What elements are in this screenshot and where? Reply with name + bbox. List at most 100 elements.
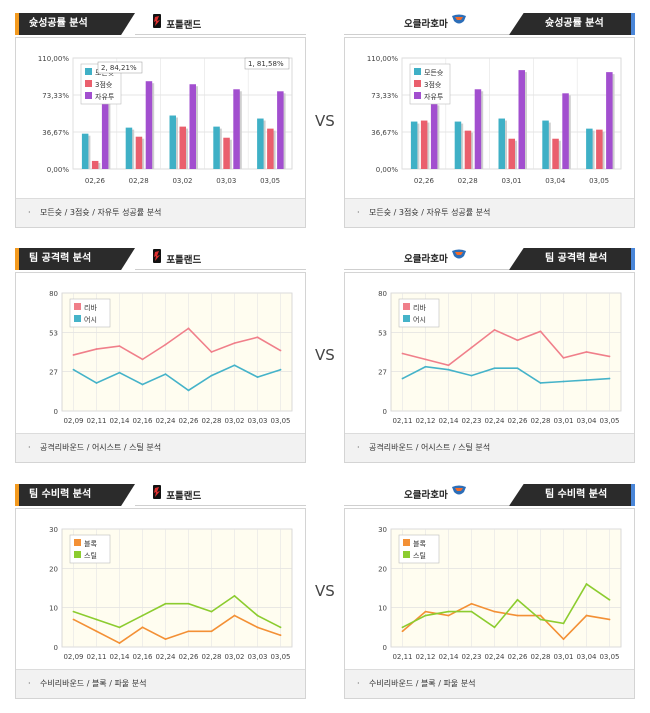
shooting-chart-portland: 0,00% 36,67% 73,33% 110,00% 02,26 02,28 03,02 0…	[38, 55, 293, 185]
legend-label: 스틸	[84, 552, 97, 560]
panel-footer: · 공격리바운드 / 어시스트 / 스틸 분석	[345, 433, 634, 462]
line-point	[72, 354, 75, 356]
line-point	[233, 364, 236, 367]
x-tick-label: 02,14	[109, 653, 130, 661]
series-line	[402, 582, 610, 629]
legend-label: 모든슛	[424, 69, 444, 77]
x-tick-label: 02,26	[414, 177, 435, 185]
legend-swatch	[414, 80, 421, 87]
bar	[267, 128, 274, 169]
legend-label: 리바	[413, 303, 426, 312]
accent-bar	[631, 248, 635, 270]
x-tick-label: 02,14	[438, 653, 459, 661]
line-point	[118, 642, 121, 644]
x-tick-label: 02,26	[178, 417, 199, 425]
defense-panel-okc: 오클라호마 팀 수비력 분석 0 10 20 30 02,11 02,12 02,14 02,…	[344, 484, 635, 699]
footer-text: 수비리바운드 / 블록 / 파울 분석	[40, 679, 147, 688]
line-point	[424, 614, 427, 617]
header-rule	[344, 505, 509, 506]
bullet-dot: ·	[28, 443, 31, 452]
line-point	[470, 346, 473, 349]
chart-box: 0 27 53 80 02,09 02,11 02,14 02,16 02,24 02,26 02,…	[15, 272, 306, 463]
defense-panel-portland: 팀 수비력 분석 포틀랜드 0 10 20 30 02,09 02,11 02,14 02,1…	[15, 484, 306, 699]
line-point	[585, 351, 588, 353]
bar	[474, 89, 482, 169]
x-tick-label: 02,26	[85, 177, 106, 185]
series-line	[73, 614, 281, 644]
bar	[213, 126, 220, 169]
line-point	[187, 602, 190, 605]
x-tick-label: 03,05	[270, 653, 290, 661]
legend-swatch	[414, 92, 421, 99]
legend-swatch	[74, 539, 81, 546]
line-point	[279, 634, 282, 637]
team-label: 오클라호마	[404, 490, 448, 501]
line-point	[608, 355, 611, 358]
line-point	[95, 382, 98, 384]
vs-label: VS	[315, 582, 335, 600]
line-point	[608, 618, 611, 621]
line-point	[210, 374, 213, 377]
y-tick-label: 36,67%	[42, 129, 69, 137]
line-point	[447, 364, 450, 367]
team-label: 포틀랜드	[166, 20, 202, 31]
x-tick-label: 02,16	[132, 417, 153, 425]
line-point	[493, 626, 496, 629]
line-point	[256, 336, 259, 339]
bar	[562, 93, 569, 169]
accent-bar	[631, 484, 635, 506]
x-tick-label: 03,01	[553, 417, 573, 425]
y-tick-label: 36,67%	[371, 129, 398, 137]
shooting-panel-portland: 슛성공률 분석 포틀랜드 0,00% 36,67% 73,33% 110,00% 02,…	[15, 13, 306, 228]
line-point	[447, 368, 450, 371]
bullet-dot: ·	[357, 443, 360, 452]
legend-swatch	[74, 551, 81, 558]
x-tick-label: 03,01	[553, 653, 573, 661]
line-point	[72, 618, 75, 621]
team-label: 오클라호마	[404, 254, 448, 265]
line-point	[118, 626, 121, 629]
data-label-box	[244, 57, 290, 70]
bar	[145, 81, 153, 169]
panel-header: 오클라호마 슛성공률 분석	[344, 13, 635, 35]
panel-title: 팀 공격력 분석	[19, 248, 135, 270]
legend-swatch	[74, 303, 81, 310]
x-tick-label: 03,03	[216, 177, 236, 185]
line-point	[164, 373, 167, 376]
line-point	[279, 368, 282, 371]
series-line	[73, 327, 281, 361]
team-label: 포틀랜드	[166, 491, 202, 502]
data-label-box	[97, 61, 143, 74]
line-point	[447, 614, 450, 617]
legend-swatch	[85, 92, 92, 99]
bar	[101, 84, 109, 169]
series-line	[73, 364, 281, 392]
x-tick-label: 02,28	[201, 653, 221, 661]
legend-swatch	[85, 68, 92, 75]
x-tick-label: 02,26	[507, 653, 528, 661]
data-label: 2, 84,21%	[101, 64, 137, 72]
line-point	[562, 380, 565, 383]
y-tick-label: 53	[378, 329, 387, 337]
x-tick-label: 02,12	[415, 417, 435, 425]
chart-box: 0,00% 36,67% 73,33% 110,00% 02,26 02,28 03,01 0…	[344, 37, 635, 228]
team-name: 오클라호마	[404, 484, 467, 506]
x-tick-label: 03,04	[576, 417, 597, 425]
vs-label: VS	[315, 346, 335, 364]
x-tick-label: 02,24	[155, 417, 176, 425]
footer-text: 공격리바운드 / 어시스트 / 스틸 분석	[40, 443, 162, 452]
bar	[257, 118, 264, 169]
line-point	[493, 328, 496, 331]
plot-area	[390, 292, 622, 412]
trail-blazers-logo-icon	[151, 248, 163, 273]
y-tick-label: 110,00%	[38, 55, 69, 63]
x-tick-label: 03,03	[247, 417, 267, 425]
panel-header: 오클라호마 팀 공격력 분석	[344, 248, 635, 270]
line-point	[279, 626, 282, 629]
bar	[596, 129, 603, 169]
bar	[91, 160, 99, 169]
legend-swatch	[414, 68, 421, 75]
chart-box: 0 27 53 80 02,11 02,12 02,14 02,23 02,24 02,26 02,…	[344, 272, 635, 463]
chart-box: 0 10 20 30 02,11 02,12 02,14 02,23 02,24 02,26 02,…	[344, 508, 635, 699]
y-tick-label: 0	[383, 644, 387, 652]
